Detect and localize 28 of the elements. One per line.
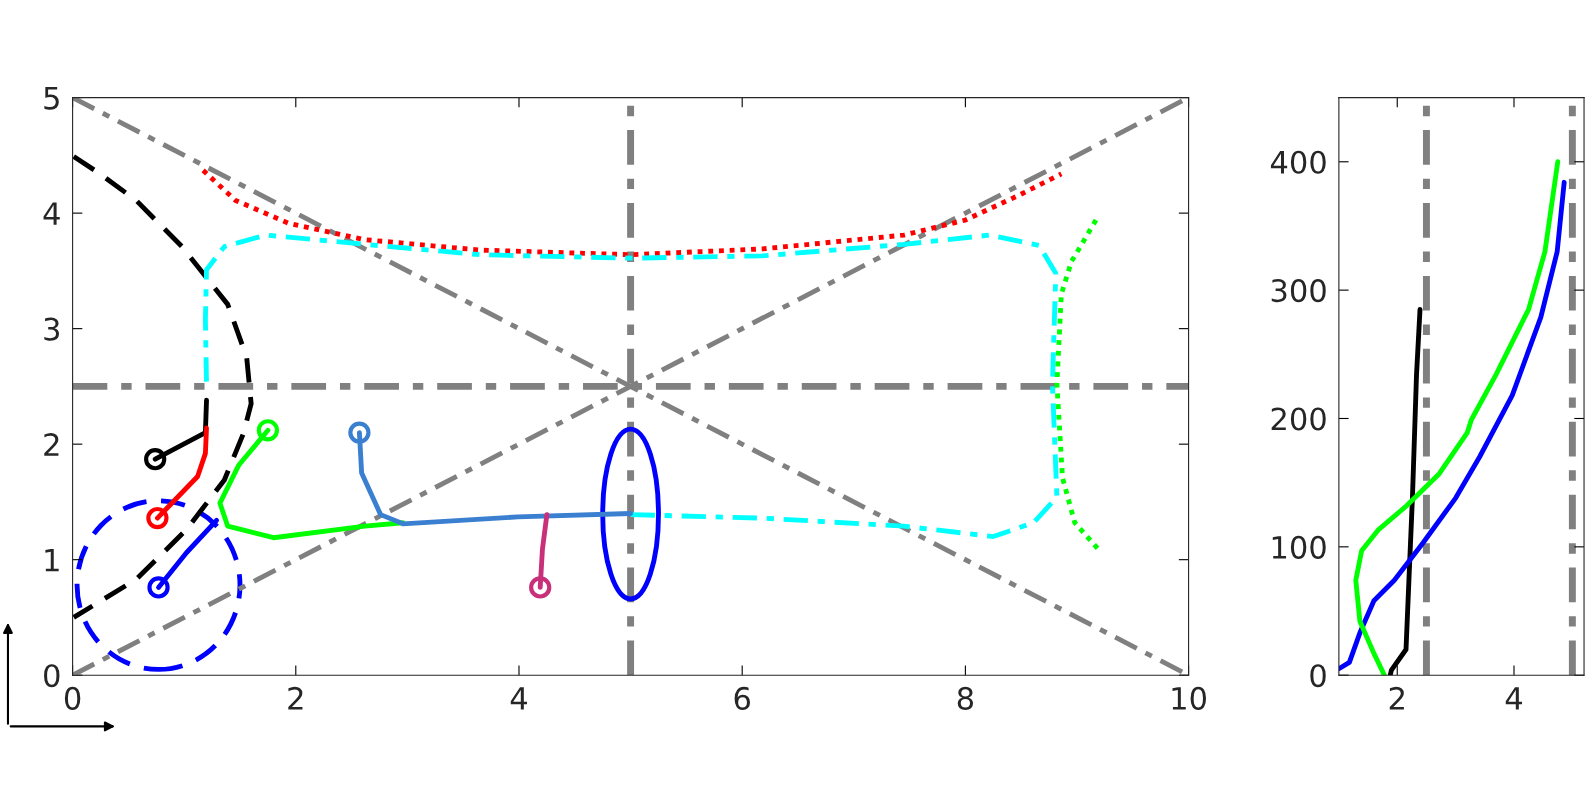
y-tick-label: 0 [44, 664, 60, 688]
line-series [202, 232, 1060, 540]
x-tick-label: 2 [1389, 686, 1404, 710]
x-tick-label: 8 [957, 686, 974, 710]
y-tick-label: 300 [1271, 279, 1326, 303]
line-series [1387, 306, 1423, 676]
x-tick-label: 10 [1172, 686, 1206, 710]
y-tick-label: 0 [1310, 664, 1326, 688]
line-series [72, 154, 254, 620]
x-tick-label: 0 [64, 686, 81, 710]
y-tick-label: 200 [1271, 407, 1326, 431]
point [144, 448, 167, 471]
y-tick-label: 2 [44, 433, 59, 456]
y-tick-label: 100 [1272, 535, 1326, 559]
x-tick-label: 2 [288, 686, 303, 710]
y-tick-label: 5 [44, 86, 59, 110]
point [529, 576, 552, 599]
point [256, 419, 280, 442]
x-tick-label: 6 [734, 686, 750, 710]
line-series [1054, 217, 1102, 553]
point [348, 421, 371, 444]
y-tick-label: 400 [1270, 150, 1326, 174]
y-tick-label: 3 [44, 317, 60, 341]
y-tick-label: 1 [45, 549, 59, 572]
x-tick-label: 4 [1505, 687, 1522, 710]
x-tick-label: 4 [510, 687, 527, 710]
y-tick-label: 4 [43, 202, 60, 225]
line-series [200, 167, 1064, 258]
